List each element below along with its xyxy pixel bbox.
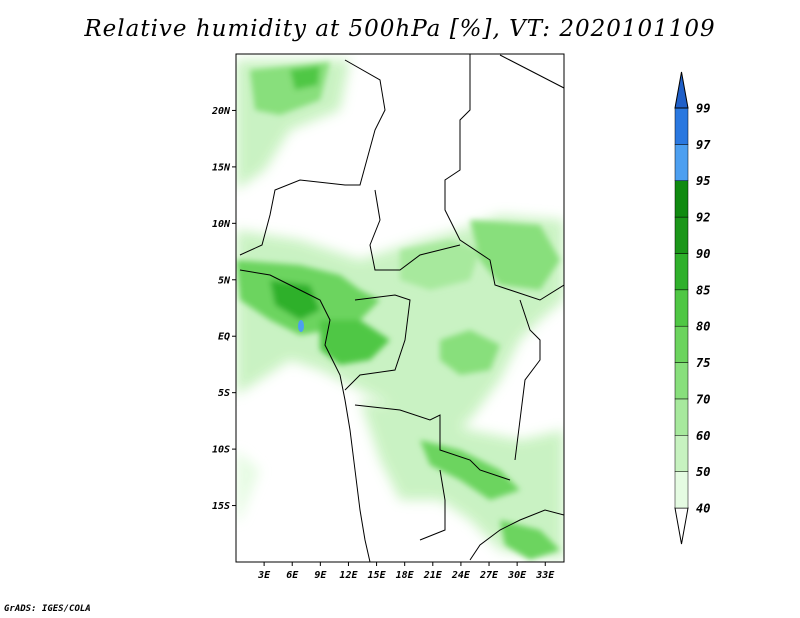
colorbar-label-8: 92 <box>696 211 710 225</box>
colorbar-label-4: 75 <box>696 356 710 370</box>
colorbar-label-2: 60 <box>696 429 710 443</box>
colorbar-label-10: 97 <box>696 138 711 152</box>
colorbar-segment-7 <box>674 253 689 291</box>
colorbar-label-6: 85 <box>696 283 710 297</box>
map-title: Relative humidity at 500hPa [%], VT: 202… <box>84 16 716 42</box>
lon-label-4: 15E <box>368 570 387 581</box>
longitude-axis: 3E 6E 9E 12E 15E 18E 21E 24E 27E 30E 33E <box>257 562 555 581</box>
lon-label-6: 21E <box>423 570 443 581</box>
colorbar-segment-4 <box>674 362 689 400</box>
colorbar-segment-6 <box>674 289 689 327</box>
lon-label-5: 18E <box>396 570 415 581</box>
colorbar-label-3: 70 <box>696 392 710 406</box>
colorbar-label-11: 99 <box>696 102 710 116</box>
country-boundaries <box>239 54 564 562</box>
colorbar-segment-3 <box>674 398 689 436</box>
latitude-axis: 20N 15N 10N 5N EQ 5S 10S 15S <box>211 106 236 512</box>
lat-label-3: 5N <box>218 275 231 286</box>
colorbar: 40 50 60 70 75 80 85 90 92 95 97 99 <box>674 71 711 545</box>
colorbar-segment-10 <box>674 144 689 181</box>
lat-label-2: 10N <box>212 219 231 230</box>
colorbar-label-0: 40 <box>696 502 710 516</box>
colorbar-bottom-arrow <box>674 507 689 545</box>
colorbar-segment-1 <box>674 471 689 509</box>
lon-label-0: 3E <box>257 570 271 581</box>
map-frame <box>235 53 565 563</box>
colorbar-segment-9 <box>674 180 689 218</box>
colorbar-top-arrow <box>674 71 689 109</box>
lat-label-6: 10S <box>212 445 230 456</box>
lon-label-3: 12E <box>339 570 358 581</box>
colorbar-segment-2 <box>674 435 689 472</box>
colorbar-label-9: 95 <box>696 174 710 188</box>
lon-label-2: 9E <box>314 570 327 581</box>
lat-label-5: 5S <box>218 388 230 399</box>
lon-label-8: 27E <box>479 570 499 581</box>
colorbar-label-1: 50 <box>696 465 710 479</box>
colorbar-label-5: 80 <box>696 320 710 334</box>
colorbar-segment-11 <box>674 107 689 145</box>
grads-credit: GrADS: IGES/COLA <box>4 604 91 614</box>
lon-label-10: 33E <box>535 570 555 581</box>
colorbar-segment-8 <box>674 216 689 254</box>
humidity-field <box>236 54 564 562</box>
colorbar-label-7: 90 <box>696 247 710 261</box>
lat-label-1: 15N <box>212 162 231 173</box>
lon-label-9: 30E <box>507 570 527 581</box>
lon-label-1: 6E <box>286 570 299 581</box>
colorbar-segment-5 <box>674 325 689 363</box>
lat-label-0: 20N <box>211 106 231 117</box>
lon-label-7: 24E <box>451 570 471 581</box>
lat-label-7: 15S <box>212 501 230 512</box>
lat-label-4: EQ <box>218 332 230 343</box>
